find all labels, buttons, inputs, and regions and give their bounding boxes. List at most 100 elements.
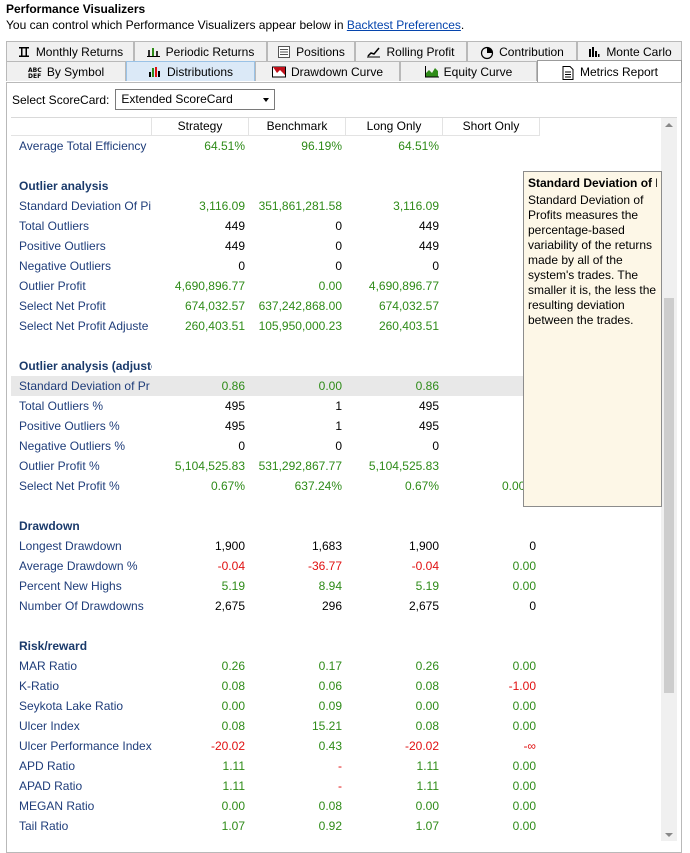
table-row[interactable]: Standard Deviation of Pr 0.86 0.00 0.86 — [11, 376, 661, 396]
table-row[interactable]: Total Outliers % 495 1 495 — [11, 396, 661, 416]
tooltip-body: Standard Deviation of Profits measures th… — [528, 193, 657, 328]
section-header-row[interactable]: Outlier analysis (adjuste — [11, 356, 661, 376]
metric-value-short-only: 0 — [529, 539, 536, 553]
table-row[interactable]: Average Drawdown % -0.04 -36.77 -0.04 0.00 — [11, 556, 661, 576]
table-row[interactable]: Select Net Profit 674,032.57 637,242,868.0… — [11, 296, 661, 316]
tab-monte-carlo[interactable]: Monte Carlo — [577, 41, 682, 61]
metric-value-long-only: 495 — [418, 419, 439, 433]
tab-contribution[interactable]: Contribution — [467, 41, 577, 61]
table-row[interactable]: Outlier Profit 4,690,896.77 0.00 4,690,896.… — [11, 276, 661, 296]
backtest-preferences-link[interactable]: Backtest Preferences — [346, 18, 461, 32]
metric-value-strategy: 495 — [224, 399, 245, 413]
vertical-scrollbar[interactable] — [661, 118, 677, 841]
table-row[interactable]: Outlier Profit % 5,104,525.83 531,292,867.… — [11, 456, 661, 476]
column-header-short-only[interactable]: Short Only — [443, 118, 540, 136]
table-row[interactable]: Percent New Highs 5.19 8.94 5.19 0.00 — [11, 576, 661, 596]
table-row[interactable]: Negative Outliers % 0 0 0 — [11, 436, 661, 456]
metric-value-short-only: 0.00 — [512, 579, 536, 593]
metric-value-benchmark: 0.00 — [249, 836, 346, 841]
metric-label: Ulcer Performance Index — [19, 739, 152, 753]
metric-value-strategy: 1.11 — [222, 759, 245, 773]
tooltip-line: variability of the returns — [528, 238, 653, 252]
table-row[interactable]: Number Of Drawdowns 2,675 296 2,675 0 — [11, 596, 661, 616]
table-row[interactable]: Upside Capture Ratio 0.00 — [11, 836, 661, 841]
header-description: You can control which Performance Visual… — [6, 17, 686, 33]
metric-value-short-only — [443, 136, 540, 156]
tab-metrics-report[interactable]: Metrics Report — [537, 60, 682, 82]
metric-label: Negative Outliers % — [19, 439, 126, 453]
tab-label: Equity Curve — [443, 64, 513, 79]
metric-value-long-only — [346, 636, 443, 656]
tab-row-1: Monthly Returns Periodic Returns Positio… — [6, 41, 682, 61]
table-row[interactable]: Positive Outliers % 495 1 495 — [11, 416, 661, 436]
column-header-benchmark[interactable]: Benchmark — [249, 118, 346, 136]
metric-value-benchmark: 0 — [335, 439, 342, 453]
section-header-row[interactable]: Outlier analysis — [11, 176, 661, 196]
metric-value-long-only: 449 — [418, 239, 439, 253]
table-row[interactable]: Select Net Profit % 0.67% 637.24% 0.67% 0.00… — [11, 476, 661, 496]
metric-value-strategy: -20.02 — [210, 739, 245, 753]
table-row[interactable]: Longest Drawdown 1,900 1,683 1,900 0 — [11, 536, 661, 556]
column-header-metric[interactable] — [11, 118, 152, 136]
table-row[interactable]: APD Ratio 1.11 - 1.11 0.00 — [11, 756, 661, 776]
metric-value-long-only: 3,116.09 — [393, 199, 439, 213]
metric-value-long-only: 5,104,525.83 — [368, 459, 439, 473]
metric-label: Risk/reward — [19, 639, 88, 653]
scroll-down-icon[interactable] — [665, 833, 673, 837]
metric-value-benchmark: 0.00 — [318, 379, 342, 393]
table-row[interactable]: Select Net Profit Adjuste 260,403.51 105,9… — [11, 316, 661, 336]
metric-value-benchmark — [249, 336, 346, 356]
table-row[interactable]: Positive Outliers 449 0 449 — [11, 236, 661, 256]
metric-value-long-only: 1.11 — [416, 759, 439, 773]
tab-by-symbol[interactable]: ABC DEF By Symbol — [6, 61, 126, 81]
metric-value-short-only: 0.00 — [512, 779, 536, 793]
tab-label: Drawdown Curve — [290, 64, 384, 79]
tab-drawdown-curve[interactable]: Drawdown Curve — [255, 61, 400, 81]
periodic-bars-icon — [146, 46, 161, 58]
tab-positions[interactable]: Positions — [267, 41, 355, 61]
tab-periodic-returns[interactable]: Periodic Returns — [134, 41, 267, 61]
table-row[interactable]: K-Ratio 0.08 0.06 0.08 -1.00 — [11, 676, 661, 696]
tab-distributions[interactable]: Distributions — [126, 61, 255, 81]
distribution-icon — [148, 66, 162, 78]
table-row[interactable]: Tail Ratio 1.07 0.92 1.07 0.00 — [11, 816, 661, 836]
table-row[interactable]: Total Outliers 449 0 449 — [11, 216, 661, 236]
section-header-row[interactable]: Drawdown — [11, 516, 661, 536]
metric-value-benchmark: 296 — [321, 599, 342, 613]
description-text: You can control which Performance Visual… — [6, 18, 347, 32]
table-row[interactable]: APAD Ratio 1.11 - 1.11 0.00 — [11, 776, 661, 796]
metric-value-strategy: 5,104,525.83 — [174, 459, 245, 473]
table-row[interactable]: Ulcer Performance Index -20.02 0.43 -20.02 -… — [11, 736, 661, 756]
metric-value-long-only — [346, 616, 443, 636]
svg-text:ABC: ABC — [28, 67, 42, 74]
metric-value-long-only: 1.07 — [415, 819, 439, 833]
metric-tooltip: Standard Deviation of Pi Standard Deviat… — [523, 171, 662, 507]
scorecard-dropdown[interactable]: Extended ScoreCard — [115, 89, 276, 110]
table-row[interactable]: Ulcer Index 0.08 15.21 0.08 0.00 — [11, 716, 661, 736]
metric-value-long-only — [346, 336, 443, 356]
tab-equity-curve[interactable]: Equity Curve — [400, 61, 537, 81]
performance-visualizers-header: Performance Visualizers You can control … — [6, 2, 686, 33]
table-row[interactable]: MAR Ratio 0.26 0.17 0.26 0.00 — [11, 656, 661, 676]
tab-rolling-profit[interactable]: Rolling Profit — [355, 41, 467, 61]
scrollbar-thumb[interactable] — [664, 298, 674, 693]
table-row[interactable]: Seykota Lake Ratio 0.00 0.09 0.00 0.00 — [11, 696, 661, 716]
metric-label: Outlier Profit — [19, 279, 86, 293]
tab-label: Positions — [296, 44, 345, 59]
table-row[interactable]: Average Total Efficiency 64.51% 96.19% 64.5… — [11, 136, 661, 156]
histogram-icon — [587, 46, 601, 58]
metric-value-short-only: 0.00 — [512, 699, 536, 713]
metric-value-long-only: 1.11 — [416, 779, 439, 793]
table-row[interactable]: Standard Deviation Of Pi 3,116.09 351,861,… — [11, 196, 661, 216]
metric-value-long-only: 449 — [418, 219, 439, 233]
scroll-up-icon[interactable] — [665, 123, 673, 127]
metric-value-strategy — [152, 516, 249, 536]
section-header-row[interactable]: Risk/reward — [11, 636, 661, 656]
column-header-strategy[interactable]: Strategy — [152, 118, 249, 136]
metric-value-long-only: 0 — [432, 259, 439, 273]
tab-monthly-returns[interactable]: Monthly Returns — [6, 41, 134, 61]
table-row[interactable]: Negative Outliers 0 0 0 — [11, 256, 661, 276]
column-header-long-only[interactable]: Long Only — [346, 118, 443, 136]
table-row[interactable]: MEGAN Ratio 0.00 0.08 0.00 0.00 — [11, 796, 661, 816]
tab-label: By Symbol — [46, 64, 105, 79]
